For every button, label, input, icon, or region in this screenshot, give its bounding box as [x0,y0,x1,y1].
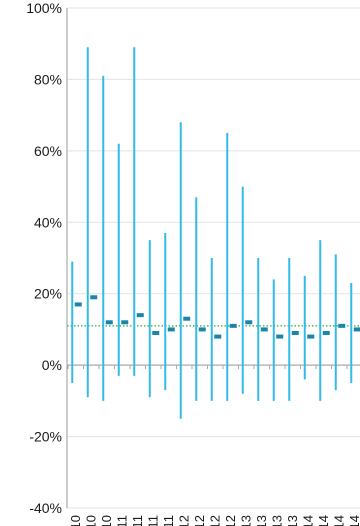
y-tick-label-0: -40% [29,500,62,516]
value-marker-4Q14 [353,327,360,332]
value-marker-3Q11 [152,331,160,335]
x-tick-label-2Q10: 2Q10 [68,515,83,526]
y-tick-label-3: 20% [34,286,62,302]
x-tick-label-3Q12: 3Q12 [207,515,222,526]
value-marker-2Q12 [198,327,206,332]
value-marker-1Q12 [183,316,191,321]
value-marker-2Q11 [136,313,144,318]
y-tick-label-2: 0% [42,357,62,373]
tick-labels: -40%-20%0%20%40%60%80%100%2Q103Q104Q101Q… [26,0,360,526]
value-marker-1Q11 [121,320,129,325]
value-marker-2Q13 [260,327,268,332]
x-tick-label-1Q11: 1Q11 [114,515,129,526]
value-marker-1Q13 [245,320,253,325]
value-marker-4Q12 [229,323,237,328]
value-marker-1Q14 [307,334,315,339]
x-tick-label-1Q12: 1Q12 [176,515,191,526]
value-marker-3Q10 [90,295,98,300]
value-markers [74,295,360,339]
value-marker-4Q11 [167,327,175,332]
y-tick-label-6: 80% [34,71,62,87]
value-marker-3Q13 [276,334,284,339]
x-tick-label-2Q13: 2Q13 [254,515,269,526]
y-tick-label-1: -20% [29,429,62,445]
y-tick-label-7: 100% [26,0,62,16]
value-marker-3Q12 [214,334,222,339]
x-tick-label-2Q12: 2Q12 [192,515,207,526]
value-marker-4Q10 [105,320,113,325]
axes [66,8,360,508]
value-marker-2Q14 [322,331,330,335]
x-tick-label-4Q12: 4Q12 [223,515,238,526]
x-tick-label-4Q10: 4Q10 [99,515,114,526]
x-tick-label-3Q13: 3Q13 [269,515,284,526]
value-marker-2Q10 [74,302,82,307]
x-tick-label-2Q14: 2Q14 [316,515,331,526]
x-tick-label-2Q11: 2Q11 [130,515,145,526]
gridlines [67,7,360,509]
x-tick-label-1Q13: 1Q13 [238,515,253,526]
x-tick-label-3Q10: 3Q10 [83,515,98,526]
y-tick-label-4: 40% [34,214,62,230]
x-tick-label-4Q11: 4Q11 [161,515,176,526]
value-marker-4Q13 [291,331,299,335]
x-tick-label-1Q14: 1Q14 [300,515,315,526]
x-tick-label-4Q13: 4Q13 [285,515,300,526]
y-tick-label-5: 60% [34,143,62,159]
x-tick-label-4Q14: 4Q14 [347,515,360,526]
x-tick-label-3Q14: 3Q14 [331,515,346,526]
x-tick-label-3Q11: 3Q11 [145,515,160,526]
range-bars [71,47,353,419]
value-marker-3Q14 [338,323,346,328]
